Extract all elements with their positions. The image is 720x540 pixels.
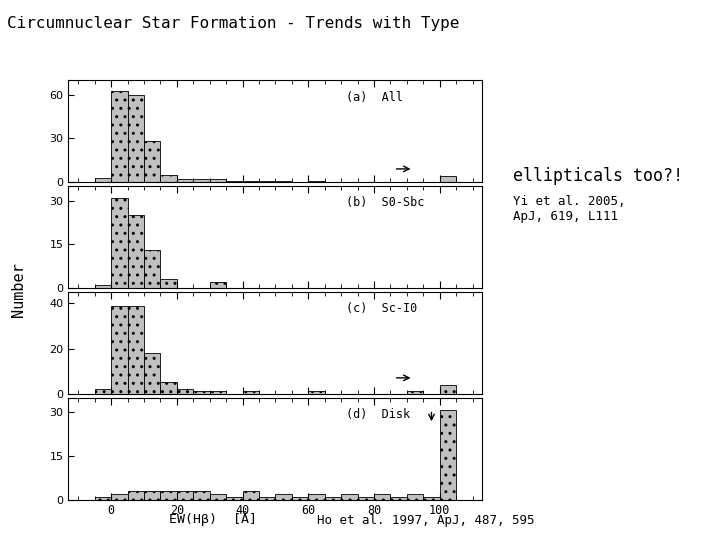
- Text: Circumnuclear Star Formation - Trends with Type: Circumnuclear Star Formation - Trends wi…: [7, 16, 460, 31]
- Bar: [127, 306, 144, 394]
- Text: (b)  S0-Sbc: (b) S0-Sbc: [346, 197, 424, 210]
- Bar: [193, 491, 210, 500]
- Bar: [95, 497, 111, 500]
- Bar: [144, 353, 161, 394]
- Bar: [127, 491, 144, 500]
- Bar: [95, 285, 111, 288]
- Bar: [144, 141, 161, 182]
- Bar: [144, 491, 161, 500]
- Bar: [111, 306, 127, 394]
- Bar: [243, 491, 259, 500]
- Bar: [243, 392, 259, 394]
- Bar: [177, 491, 193, 500]
- Bar: [259, 180, 276, 182]
- Bar: [440, 409, 456, 500]
- Bar: [177, 179, 193, 182]
- Bar: [161, 175, 177, 182]
- Bar: [127, 215, 144, 288]
- Bar: [440, 176, 456, 182]
- Bar: [226, 180, 243, 182]
- Text: Ho et al. 1997, ApJ, 487, 595: Ho et al. 1997, ApJ, 487, 595: [317, 514, 534, 527]
- Bar: [374, 494, 390, 500]
- Bar: [127, 95, 144, 182]
- Bar: [210, 282, 226, 288]
- Text: EW(Hβ)  [Å]: EW(Hβ) [Å]: [169, 511, 257, 526]
- Bar: [210, 392, 226, 394]
- Bar: [292, 497, 308, 500]
- Bar: [111, 198, 127, 288]
- Bar: [161, 279, 177, 288]
- Bar: [390, 497, 407, 500]
- Bar: [407, 392, 423, 394]
- Bar: [193, 392, 210, 394]
- Bar: [308, 392, 325, 394]
- Bar: [226, 497, 243, 500]
- Bar: [243, 180, 259, 182]
- Bar: [210, 494, 226, 500]
- Bar: [95, 389, 111, 394]
- Text: (d)  Disk: (d) Disk: [346, 408, 410, 421]
- Bar: [275, 180, 292, 182]
- Bar: [440, 384, 456, 394]
- Bar: [161, 382, 177, 394]
- Bar: [161, 491, 177, 500]
- Bar: [358, 497, 374, 500]
- Bar: [308, 494, 325, 500]
- Text: Number: Number: [11, 262, 25, 318]
- Text: Yi et al. 2005,
ApJ, 619, L111: Yi et al. 2005, ApJ, 619, L111: [513, 194, 626, 222]
- Bar: [95, 178, 111, 182]
- Bar: [111, 494, 127, 500]
- Bar: [144, 250, 161, 288]
- Bar: [193, 179, 210, 182]
- Bar: [259, 497, 276, 500]
- Text: ellipticals too?!: ellipticals too?!: [513, 167, 683, 185]
- Bar: [210, 179, 226, 182]
- Bar: [177, 389, 193, 394]
- Bar: [325, 497, 341, 500]
- Bar: [407, 494, 423, 500]
- Bar: [341, 494, 358, 500]
- Text: (a)  All: (a) All: [346, 91, 402, 104]
- Text: (c)  Sc-I0: (c) Sc-I0: [346, 302, 417, 315]
- Bar: [275, 494, 292, 500]
- Bar: [111, 91, 127, 182]
- Bar: [423, 497, 440, 500]
- Bar: [308, 180, 325, 182]
